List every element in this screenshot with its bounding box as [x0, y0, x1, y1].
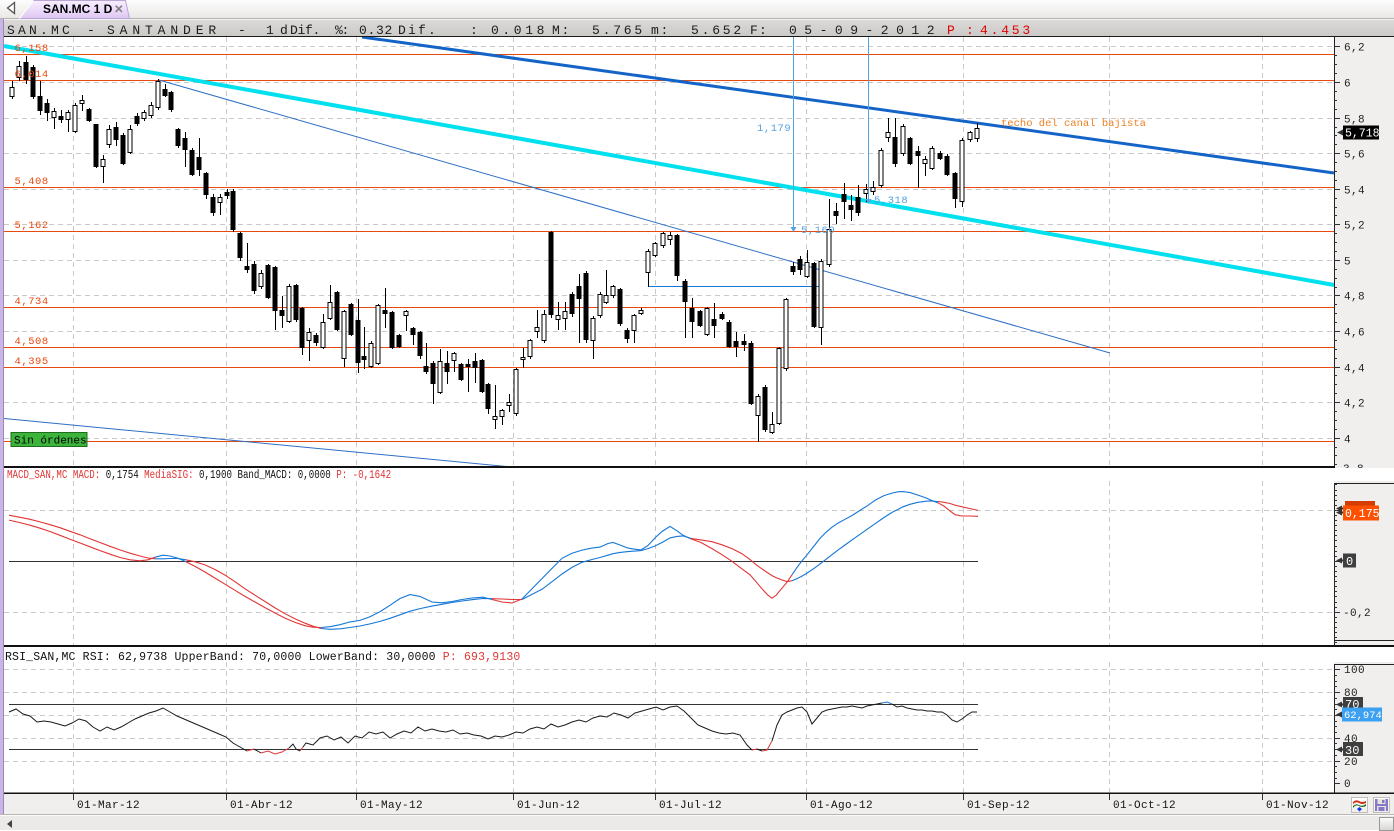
svg-text:01-Jun-12: 01-Jun-12 — [517, 800, 580, 812]
svg-text:5,718: 5,718 — [1345, 128, 1380, 141]
svg-text:Sin órdenes: Sin órdenes — [14, 436, 87, 448]
svg-text:0: 0 — [1346, 555, 1353, 569]
svg-text:5,8: 5,8 — [1344, 115, 1365, 127]
svg-text:4,8: 4,8 — [1344, 292, 1365, 304]
svg-text:6,158: 6,158 — [15, 43, 49, 55]
svg-text:5,2: 5,2 — [1344, 221, 1365, 233]
svg-text:5: 5 — [1344, 257, 1351, 269]
svg-text:6,014: 6,014 — [15, 69, 49, 81]
svg-text:01-Abr-12: 01-Abr-12 — [230, 800, 293, 812]
svg-text:01-Mar-12: 01-Mar-12 — [77, 800, 140, 812]
svg-text:4,6: 4,6 — [1344, 328, 1365, 340]
svg-text:6,2: 6,2 — [1344, 43, 1365, 55]
svg-text:5,318: 5,318 — [874, 195, 908, 207]
svg-text:4,2: 4,2 — [1344, 399, 1365, 411]
svg-text:01-Ago-12: 01-Ago-12 — [810, 800, 873, 812]
svg-text:01-Sep-12: 01-Sep-12 — [967, 800, 1030, 812]
svg-text:3,8: 3,8 — [1343, 464, 1364, 470]
svg-text:5,160: 5,160 — [801, 225, 835, 237]
svg-text:0: 0 — [1344, 779, 1351, 791]
svg-text:4,4: 4,4 — [1344, 364, 1365, 376]
svg-text:01-Nov-12: 01-Nov-12 — [1266, 800, 1329, 812]
svg-text:6: 6 — [1344, 79, 1351, 91]
svg-text:4,395: 4,395 — [15, 356, 49, 368]
svg-text:0,175: 0,175 — [1345, 508, 1380, 521]
svg-text:100: 100 — [1344, 665, 1365, 677]
svg-text:4,508: 4,508 — [15, 336, 49, 348]
svg-text:5,408: 5,408 — [15, 176, 49, 188]
svg-text:01-Oct-12: 01-Oct-12 — [1113, 800, 1176, 812]
svg-text:1,179: 1,179 — [757, 123, 791, 135]
svg-text:01-May-12: 01-May-12 — [360, 800, 423, 812]
svg-text:30: 30 — [1345, 744, 1359, 758]
svg-text:4: 4 — [1344, 435, 1351, 447]
svg-text:62,974: 62,974 — [1344, 710, 1382, 722]
svg-text:5,4: 5,4 — [1344, 186, 1365, 198]
svg-text:5,162: 5,162 — [15, 220, 49, 232]
svg-text:5,6: 5,6 — [1344, 150, 1365, 162]
svg-text:01-Jul-12: 01-Jul-12 — [659, 800, 722, 812]
svg-text:20: 20 — [1344, 757, 1358, 769]
svg-text:-0,2: -0,2 — [1343, 608, 1371, 620]
svg-text:4,734: 4,734 — [15, 296, 49, 308]
svg-text:techo del canal bajista: techo del canal bajista — [1001, 118, 1146, 130]
